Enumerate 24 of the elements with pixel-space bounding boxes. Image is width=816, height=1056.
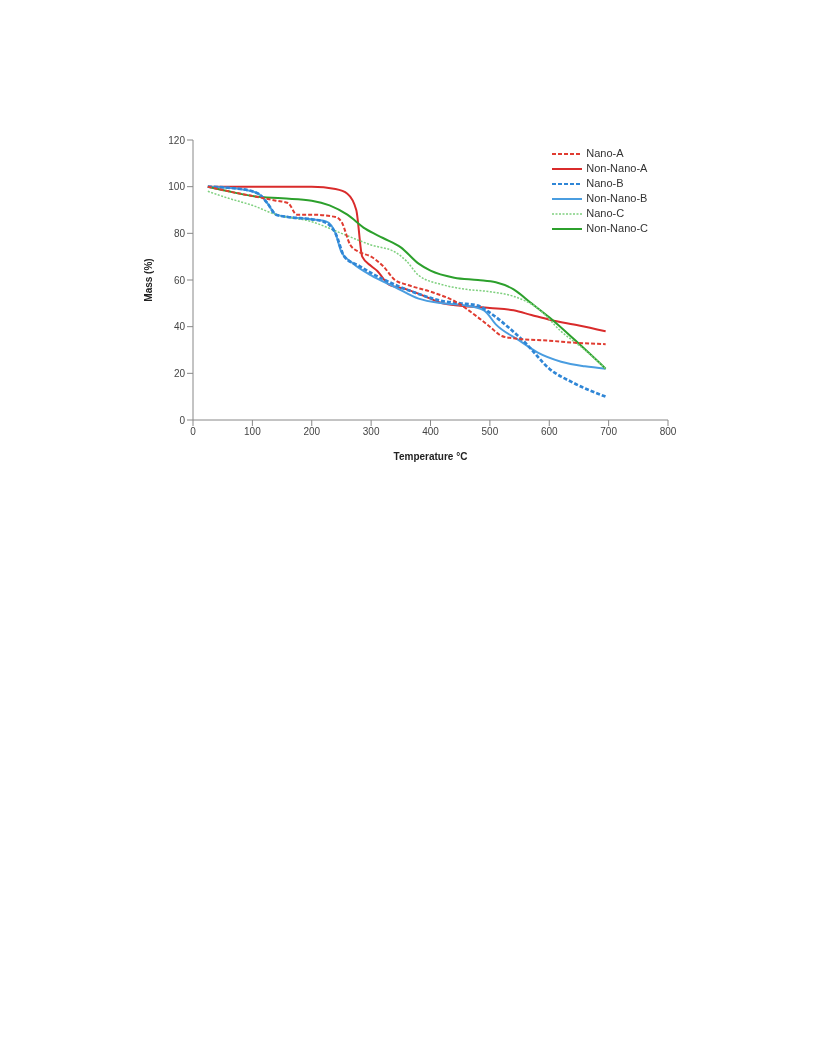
legend-label: Non-Nano-A	[586, 161, 648, 176]
y-tick-label: 120	[168, 134, 186, 146]
legend-label: Nano-C	[586, 206, 625, 221]
x-tick-label: 500	[481, 426, 499, 438]
y-tick-label: 60	[173, 274, 186, 286]
x-tick-label: 0	[190, 426, 197, 438]
x-tick-label: 600	[540, 426, 559, 438]
y-tick-label: 20	[173, 367, 186, 379]
legend-label: Nano-B	[586, 176, 624, 191]
x-tick-label: 100	[244, 426, 262, 438]
y-tick-label: 40	[173, 321, 186, 333]
x-tick-label: 700	[600, 426, 618, 438]
x-tick-label: 800	[659, 426, 677, 438]
x-axis-title: Temperature °C	[393, 451, 468, 462]
x-tick-label: 400	[422, 426, 440, 438]
y-tick-label: 80	[173, 227, 186, 239]
legend-label: Non-Nano-B	[586, 191, 648, 206]
y-axis-title: Mass (%)	[142, 258, 154, 302]
legend-label: Nano-A	[586, 146, 624, 161]
legend-label: Non-Nano-C	[586, 221, 648, 236]
x-tick-label: 200	[303, 426, 321, 438]
x-tick-label: 300	[362, 426, 380, 438]
y-tick-label: 100	[168, 181, 186, 193]
y-tick-label: 0	[179, 414, 186, 426]
